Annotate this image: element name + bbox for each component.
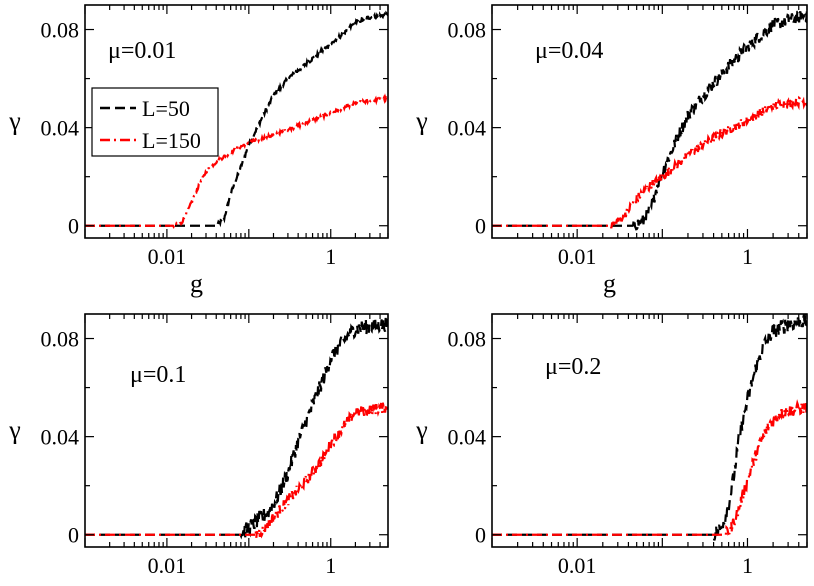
x-tick-label: 0.01: [148, 244, 187, 269]
x-tick-label: 0.01: [148, 553, 187, 578]
panel-4: 0.01 1 0 0.04 0.08 g γ μ=0.2: [415, 313, 808, 586]
x-tick-label: 0.01: [558, 244, 597, 269]
y-tick-label: 0.08: [448, 327, 487, 352]
y-tick-label: 0: [68, 523, 79, 548]
x-tick-label: 1: [742, 244, 753, 269]
x-tick-label: 1: [325, 244, 336, 269]
x-axis-label: g: [190, 269, 203, 298]
y-tick-label: 0.04: [41, 116, 80, 141]
legend-label: L=50: [142, 96, 190, 121]
legend: L=50 L=150: [91, 87, 219, 157]
y-tick-label: 0: [475, 214, 486, 239]
plot-frame: [84, 313, 389, 548]
series-line-l-50: [492, 314, 807, 541]
y-axis-label: γ: [415, 416, 428, 445]
y-tick-label: 0.04: [448, 116, 487, 141]
plot-frame: [491, 313, 808, 548]
y-tick-label: 0: [68, 214, 79, 239]
x-axis-label: g: [603, 578, 616, 586]
x-tick-label: 0.01: [558, 553, 597, 578]
series-line-l-150: [492, 399, 807, 537]
y-tick-label: 0.08: [448, 18, 487, 43]
mu-annotation: μ=0.1: [130, 362, 186, 388]
y-tick-label: 0.08: [41, 327, 80, 352]
legend-box: [91, 87, 219, 157]
x-axis-label: g: [190, 578, 203, 586]
mu-annotation: μ=0.04: [535, 38, 603, 64]
y-tick-label: 0.04: [41, 425, 80, 450]
x-tick-label: 1: [742, 553, 753, 578]
y-tick-label: 0.08: [41, 18, 80, 43]
x-axis-label: g: [603, 269, 616, 298]
series-line-l-50: [492, 8, 807, 231]
panel-1: 0.01 1 0 0.04 0.08 g γ μ=0.01 L=50 L=150: [8, 4, 389, 298]
y-tick-label: 0: [475, 523, 486, 548]
panel-3: 0.01 1 0 0.04 0.08 g γ μ=0.1: [8, 313, 389, 586]
panel-2: 0.01 1 0 0.04 0.08 g γ μ=0.04: [415, 4, 808, 298]
mu-annotation: μ=0.01: [108, 38, 176, 64]
y-axis-label: γ: [8, 107, 21, 136]
series-line-l-150: [85, 402, 388, 539]
mu-annotation: μ=0.2: [545, 354, 601, 380]
y-tick-label: 0.04: [448, 425, 487, 450]
y-axis-label: γ: [8, 416, 21, 445]
series-line-l-150: [85, 93, 388, 229]
series-line-l-50: [85, 10, 388, 228]
series-line-l-50: [85, 316, 388, 540]
y-axis-label: γ: [415, 107, 428, 136]
series-line-l-150: [492, 95, 807, 229]
legend-label: L=150: [142, 128, 201, 153]
x-tick-label: 1: [325, 553, 336, 578]
